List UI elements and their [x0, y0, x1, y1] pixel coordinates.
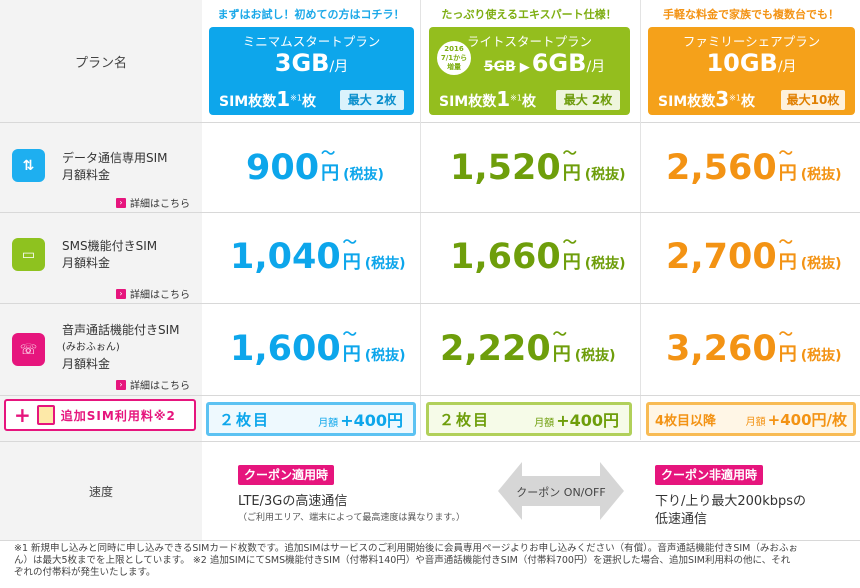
column-divider	[640, 0, 641, 440]
max-sim-badge: 最大 2枚	[340, 90, 404, 110]
plan-data-amount: 5GB ▶6GB/月	[483, 49, 606, 77]
row-divider	[0, 395, 860, 396]
addsim-fee-light: ２枚目 月額 +400円	[426, 402, 632, 436]
chevron-right-icon: ›	[116, 288, 126, 299]
row-label-cell	[0, 442, 202, 540]
detail-link-data-sim[interactable]: › 詳細はこちら	[116, 195, 190, 210]
row-divider	[0, 441, 860, 442]
addsim-fee-family: 4枚目以降 月額 +400円/枚	[646, 402, 856, 436]
plan-data-amount: 3GB/月	[274, 49, 349, 77]
plan-card-light: ライトスタートプラン 2016 7/1から 増量 5GB ▶6GB/月 SIM枚数…	[429, 27, 630, 115]
footnote: ※1 新規申し込みと同時に申し込みできるSIMカード枚数です。追加SIMはサービ…	[14, 543, 798, 578]
addsim-fee-minimum: ２枚目 月額 +400円	[206, 402, 416, 436]
row-divider	[0, 212, 860, 213]
speed-label: 速度	[88, 484, 113, 499]
detail-link-voice-sim[interactable]: › 詳細はこちら	[116, 377, 190, 392]
chevron-right-icon: ›	[116, 379, 126, 390]
row-divider	[0, 122, 860, 123]
row-divider	[0, 540, 860, 541]
price-family-data: 2,560 〜円 (税抜)	[666, 146, 842, 188]
row-voice-sim-name: 音声通話機能付きSIM (みおふぉん) 月額料金	[62, 323, 180, 371]
sim-count: SIM枚数1※1枚	[439, 87, 536, 111]
plan-card-minimum: ミニマムスタートプラン 3GB/月 SIM枚数1※1枚 最大 2枚	[209, 27, 414, 115]
coupon-off-tag: クーポン非適用時	[655, 465, 764, 485]
column-divider	[420, 0, 421, 440]
chevron-right-icon: ›	[116, 197, 126, 208]
sim-card-icon	[36, 405, 55, 425]
plan-title: ライトスタートプラン	[466, 34, 592, 49]
price-family-sms: 2,700 〜円 (税抜)	[666, 235, 842, 277]
row-sms-sim-name: SMS機能付きSIM 月額料金	[62, 239, 158, 270]
price-family-voice: 3,260 〜円 (税抜)	[666, 327, 842, 369]
coupon-on-note: （ご利用エリア、端末によって最高速度は異なります。）	[238, 513, 465, 523]
plan-name-label: プラン名	[74, 55, 127, 71]
plan-title: ミニマムスタートプラン	[242, 34, 381, 49]
detail-link-sms-sim[interactable]: › 詳細はこちら	[116, 286, 190, 301]
plan-data-amount: 10GB/月	[706, 49, 797, 77]
header-label-cell	[0, 0, 202, 122]
coupon-off-speed-line1: 下り/上り最大200kbpsの	[655, 494, 806, 509]
plan-tagline-minimum: まずはお試し！初めての方はコチラ！	[217, 8, 405, 21]
price-minimum-data: 900 〜円 (税抜)	[246, 146, 384, 188]
additional-sim-label: + 追加SIM利用料※2	[4, 399, 196, 431]
plus-icon: +	[14, 403, 31, 427]
plan-tagline-light: たっぷり使えるエキスパート仕様！	[441, 8, 617, 21]
phone-call-icon: ☏	[12, 333, 45, 366]
coupon-on-tag: クーポン適用時	[238, 465, 335, 485]
price-minimum-voice: 1,600 〜円 (税抜)	[230, 327, 406, 369]
row-data-sim-name: データ通信専用SIM 月額料金	[62, 151, 168, 182]
row-divider	[0, 303, 860, 304]
coupon-toggle[interactable]: クーポン ON/OFF	[498, 462, 624, 520]
price-light-sms: 1,660 〜円 (税抜)	[450, 235, 626, 277]
arrows-updown-icon: ⇅	[12, 149, 45, 182]
price-minimum-sms: 1,040 〜円 (税抜)	[230, 235, 406, 277]
coupon-toggle-label: クーポン ON/OFF	[516, 486, 606, 499]
price-light-voice: 2,220 〜円 (税抜)	[440, 327, 616, 369]
message-bubble-icon: ▭	[12, 238, 45, 271]
max-sim-badge: 最大10枚	[781, 90, 845, 110]
plan-tagline-family: 手軽な料金で家族でも複数台でも！	[663, 8, 839, 21]
max-sim-badge: 最大 2枚	[556, 90, 620, 110]
coupon-off-speed-line2: 低速通信	[655, 512, 708, 527]
price-light-data: 1,520 〜円 (税抜)	[450, 146, 626, 188]
sim-count: SIM枚数1※1枚	[219, 87, 316, 111]
increase-date-badge: 2016 7/1から 増量	[437, 41, 471, 75]
double-arrow-icon	[498, 462, 624, 520]
sim-count: SIM枚数3※1枚	[658, 87, 755, 111]
plan-title: ファミリーシェアプラン	[682, 34, 821, 49]
coupon-on-speed: LTE/3Gの高速通信	[238, 494, 348, 509]
plan-card-family: ファミリーシェアプラン 10GB/月 SIM枚数3※1枚 最大10枚	[648, 27, 855, 115]
